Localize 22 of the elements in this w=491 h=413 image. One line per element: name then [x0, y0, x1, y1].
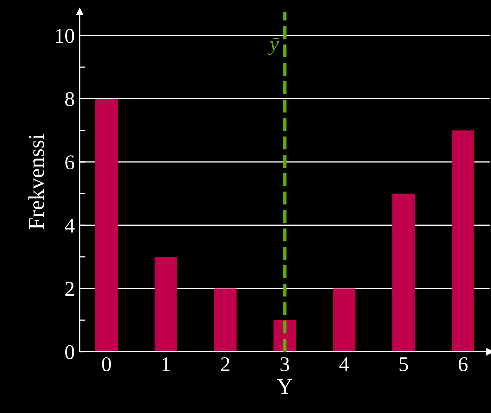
y-axis-title: Frekvenssi: [28, 134, 44, 230]
bar: [392, 194, 416, 352]
bar: [95, 98, 118, 352]
x-tick-label: 2: [221, 358, 230, 372]
ref-line-label: ȳ: [268, 38, 280, 56]
y-tick-label: 8: [66, 92, 74, 106]
y-tick-label: 0: [66, 345, 74, 360]
x-axis-title: Y: [277, 379, 292, 394]
bar: [154, 257, 178, 352]
bar: [452, 130, 475, 352]
y-tick-label: 6: [66, 156, 75, 170]
x-tick-label: 5: [400, 358, 408, 372]
y-tick-label: 4: [65, 219, 75, 233]
x-tick-label: 1: [162, 358, 170, 372]
x-tick-label: 6: [458, 358, 468, 372]
x-tick-label: 4: [340, 358, 350, 372]
y-tick-label: 2: [66, 282, 74, 296]
x-tick-label: 3: [280, 358, 290, 372]
bar: [333, 288, 356, 352]
bar: [214, 288, 237, 352]
y-tick-label: 10: [56, 29, 74, 44]
x-tick-label: 0: [102, 357, 112, 372]
